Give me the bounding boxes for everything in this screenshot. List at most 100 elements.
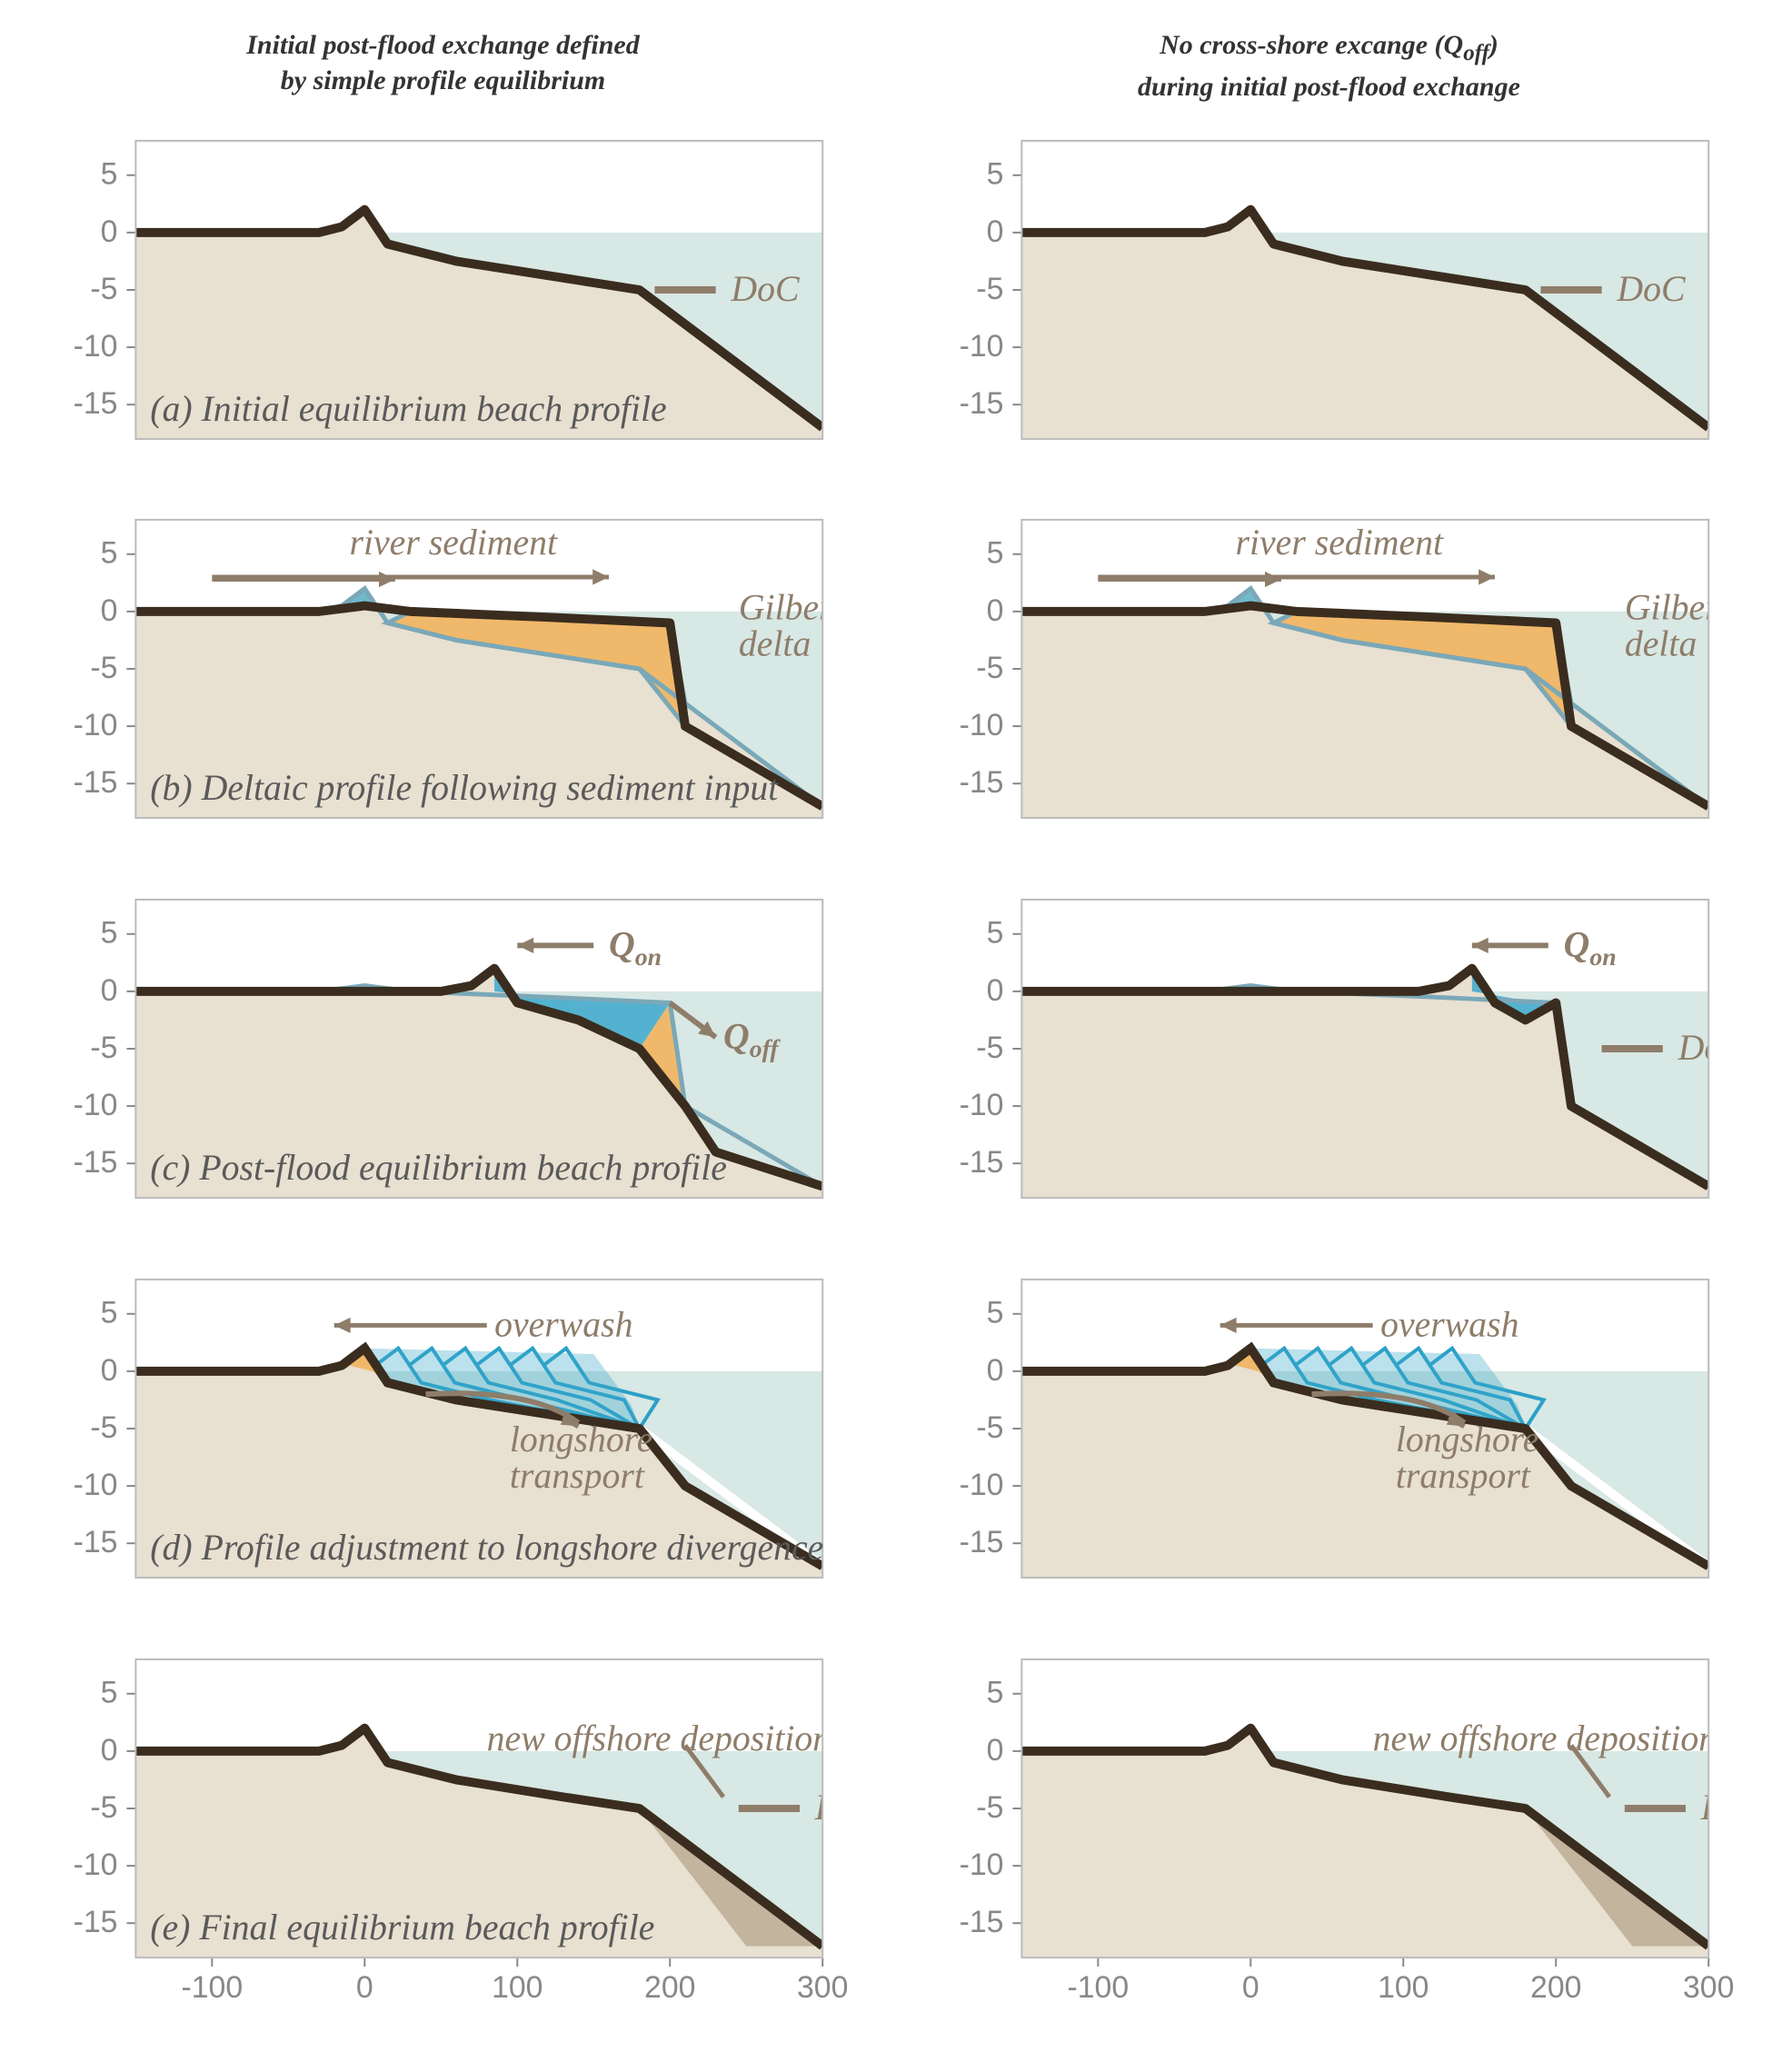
y-tick-label: 0	[987, 593, 1004, 628]
y-tick-label: -5	[90, 651, 117, 685]
x-tick-label: 0	[1242, 1970, 1259, 2005]
panel-cL-0: QonQoff-15-10-505(c) Post-flood equilibr…	[27, 882, 859, 1234]
panel-caption: (b) Deltaic profile following sediment i…	[150, 769, 779, 809]
y-tick-label: 0	[987, 214, 1004, 248]
x-tick-label: 200	[644, 1970, 695, 2005]
panel-svg: DoC-15-10-505(a) Initial equilibrium bea…	[27, 123, 859, 475]
panel-grid: DoC -15 -10 -5 0 5 (a) Initial equilibrium bea…	[27, 123, 1745, 2045]
x-tick-label: 100	[1378, 1970, 1429, 2005]
column-headers: Initial post-flood exchange definedby si…	[27, 27, 1745, 105]
panel-d-0: overwashlongshoretransport-15-10-505(d) …	[27, 1261, 859, 1614]
y-tick-label: 5	[987, 916, 1004, 951]
right-column-header: No cross-shore excange (Qoff)during init…	[913, 27, 1745, 105]
panel-e-0: new offshore depositionDoC-15-10-505-100…	[27, 1641, 859, 2045]
left-column-header: Initial post-flood exchange definedby si…	[27, 27, 859, 105]
y-tick-label: 5	[987, 156, 1004, 191]
gilbert-label: delta	[739, 624, 811, 664]
gilbert-label: delta	[1625, 624, 1697, 664]
panel-e-1: new offshore depositionDoC-15-10-505-100…	[913, 1641, 1745, 2045]
panel-b-0: river sedimentGilbertdelta-15-10-505(b) …	[27, 502, 859, 854]
qon-label: Qon	[1564, 925, 1617, 972]
x-tick-label: 300	[797, 1970, 848, 2005]
x-tick-label: 300	[1683, 1970, 1734, 2005]
y-tick-label: -10	[960, 329, 1004, 364]
overwash-label: overwash	[494, 1304, 632, 1344]
y-tick-label: -15	[74, 386, 118, 421]
newdep-label: new offshore deposition	[487, 1718, 831, 1758]
panel-svg: new offshore depositionDoC-15-10-505-100…	[27, 1641, 859, 2045]
longshore-label: transport	[510, 1456, 645, 1496]
y-tick-label: -10	[74, 1088, 118, 1122]
y-tick-label: -15	[960, 386, 1004, 421]
panel-svg: Qon DoC -15 -10 -5 0 5	[913, 882, 1745, 1234]
y-tick-label: -5	[90, 1410, 117, 1445]
y-tick-label: -5	[976, 651, 1003, 685]
y-tick-label: 5	[987, 1296, 1004, 1330]
y-tick-label: 0	[101, 214, 118, 248]
x-tick-label: 200	[1530, 1970, 1581, 2005]
panel-svg: overwashlongshoretransport-15-10-505	[913, 1261, 1745, 1614]
y-tick-label: 0	[987, 1733, 1004, 1768]
x-tick-label: 0	[356, 1970, 373, 2005]
y-tick-label: 0	[101, 1733, 118, 1768]
y-tick-label: -15	[74, 1525, 118, 1559]
qon-label: Qon	[609, 925, 662, 972]
y-tick-label: -5	[976, 1790, 1003, 1825]
figure-container: Initial post-flood exchange definedby si…	[27, 27, 1745, 2045]
y-tick-label: 5	[987, 536, 1004, 571]
doc-label: DoC	[1677, 1028, 1745, 1068]
panel-caption: (a) Initial equilibrium beach profile	[150, 389, 666, 429]
panel-svg: QonQoff-15-10-505(c) Post-flood equilibr…	[27, 882, 859, 1234]
panel-svg: overwashlongshoretransport-15-10-505(d) …	[27, 1261, 859, 1614]
panel-caption: (e) Final equilibrium beach profile	[150, 1908, 654, 1947]
x-tick-label: 100	[492, 1970, 543, 2005]
longshore-label: longshore	[510, 1420, 653, 1459]
y-tick-label: 0	[987, 1353, 1004, 1388]
panel-b-1: river sedimentGilbertdelta-15-10-505	[913, 502, 1745, 854]
y-tick-label: 0	[101, 1353, 118, 1388]
panel-svg: new offshore depositionDoC-15-10-505-100…	[913, 1641, 1745, 2045]
y-tick-label: -5	[90, 1790, 117, 1825]
panel-caption: (d) Profile adjustment to longshore dive…	[150, 1528, 823, 1568]
y-tick-label: 5	[987, 1676, 1004, 1710]
doc-label: DoC	[1616, 268, 1686, 308]
y-tick-label: -5	[90, 1031, 117, 1065]
y-tick-label: -10	[960, 1468, 1004, 1502]
y-tick-label: 5	[101, 156, 118, 191]
panel-svg: river sedimentGilbertdelta-15-10-505	[913, 502, 1745, 854]
panel-a-0: DoC-15-10-505(a) Initial equilibrium bea…	[27, 123, 859, 475]
newdep-label: new offshore deposition	[1373, 1718, 1717, 1758]
doc-label: DoC	[1700, 1788, 1745, 1828]
panel-a-1: DoC -15 -10 -5 0 5	[913, 123, 1745, 475]
y-tick-label: -10	[960, 1088, 1004, 1122]
y-tick-label: -15	[960, 1145, 1004, 1180]
x-tick-label: -100	[1068, 1970, 1130, 2005]
panel-d-1: overwashlongshoretransport-15-10-505	[913, 1261, 1745, 1614]
river-label: river sediment	[350, 523, 559, 563]
x-tick-label: -100	[182, 1970, 244, 2005]
longshore-label: longshore	[1396, 1420, 1539, 1459]
y-tick-label: -10	[74, 708, 118, 742]
panel-caption: (c) Post-flood equilibrium beach profile	[150, 1148, 727, 1188]
y-tick-label: 5	[101, 1296, 118, 1330]
panel-svg: DoC -15 -10 -5 0 5	[913, 123, 1745, 475]
y-tick-label: -5	[976, 1410, 1003, 1445]
gilbert-label: Gilbert	[1625, 588, 1730, 628]
y-tick-label: -15	[74, 1905, 118, 1939]
y-tick-label: 5	[101, 916, 118, 951]
y-tick-label: -10	[74, 329, 118, 364]
y-tick-label: -10	[74, 1848, 118, 1882]
longshore-label: transport	[1396, 1456, 1531, 1496]
y-tick-label: 0	[101, 973, 118, 1008]
panel-cR-1: Qon DoC -15 -10 -5 0 5	[913, 882, 1745, 1234]
river-label: river sediment	[1236, 523, 1445, 563]
y-tick-label: 0	[987, 973, 1004, 1008]
gilbert-label: Gilbert	[739, 588, 844, 628]
doc-label: DoC	[814, 1788, 859, 1828]
y-tick-label: 5	[101, 536, 118, 571]
y-tick-label: 0	[101, 593, 118, 628]
y-tick-label: -15	[74, 1145, 118, 1180]
overwash-label: overwash	[1380, 1304, 1518, 1344]
y-tick-label: -5	[976, 271, 1003, 305]
y-tick-label: -5	[976, 1031, 1003, 1065]
